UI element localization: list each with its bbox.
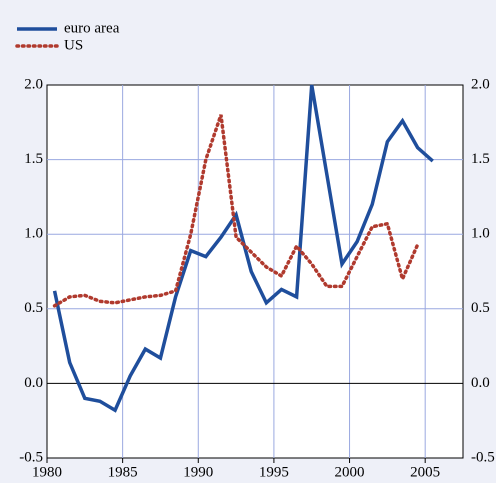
legend-label: US [64, 37, 83, 53]
y-tick-label: 1.5 [24, 151, 43, 167]
x-tick-label: 1985 [108, 464, 138, 480]
x-tick-label: 2005 [410, 464, 440, 480]
y-tick-label-right: -0.5 [471, 449, 495, 465]
y-tick-label: -0.5 [19, 449, 43, 465]
y-tick-label: 1.0 [24, 226, 43, 242]
line-series [52, 114, 420, 308]
x-tick-label: 1980 [32, 464, 62, 480]
y-tick-label: 2.0 [24, 76, 43, 92]
y-tick-label-right: 0.0 [471, 375, 490, 391]
x-tick-label: 1995 [259, 464, 289, 480]
y-tick-label: 0.5 [24, 300, 43, 316]
legend-label: euro area [64, 20, 120, 36]
y-tick-label: 0.0 [24, 375, 43, 391]
y-tick-label-right: 1.0 [471, 226, 490, 242]
x-tick-label: 2000 [335, 464, 365, 480]
y-tick-label-right: 2.0 [471, 76, 490, 92]
x-tick-label: 1990 [183, 464, 213, 480]
y-tick-label-right: 0.5 [471, 300, 490, 316]
plot-area [46, 84, 464, 459]
y-tick-label-right: 1.5 [471, 151, 490, 167]
